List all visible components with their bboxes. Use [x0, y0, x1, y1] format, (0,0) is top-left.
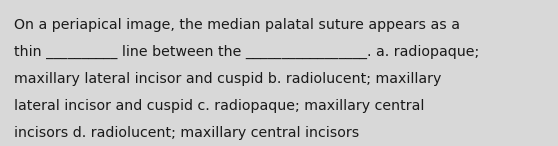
Text: lateral incisor and cuspid c. radiopaque; maxillary central: lateral incisor and cuspid c. radiopaque…: [14, 99, 424, 113]
Text: maxillary lateral incisor and cuspid b. radiolucent; maxillary: maxillary lateral incisor and cuspid b. …: [14, 72, 441, 86]
Text: incisors d. radiolucent; maxillary central incisors: incisors d. radiolucent; maxillary centr…: [14, 126, 359, 140]
Text: thin __________ line between the _________________. a. radiopaque;: thin __________ line between the _______…: [14, 45, 479, 59]
Text: On a periapical image, the median palatal suture appears as a: On a periapical image, the median palata…: [14, 18, 460, 32]
